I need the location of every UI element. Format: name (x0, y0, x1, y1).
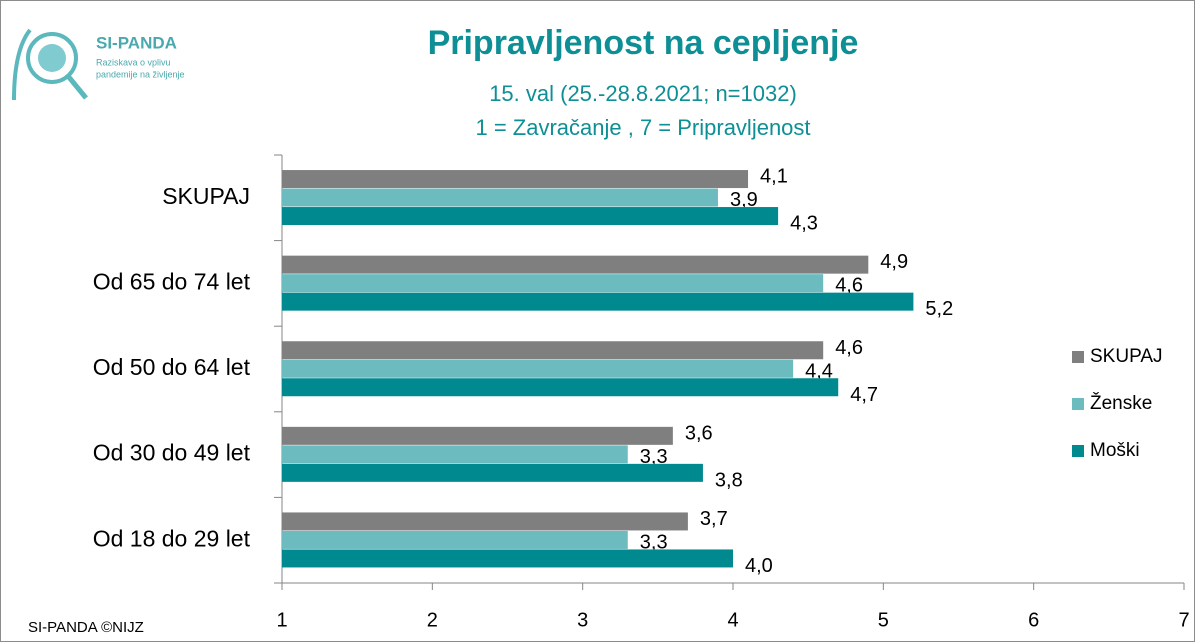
bar (282, 274, 824, 293)
logo-handle (66, 74, 88, 100)
y-tick-label: SKUPAJ (162, 183, 250, 209)
value-label: 3,3 (640, 531, 668, 553)
value-label: 3,6 (685, 422, 713, 444)
legend-swatch (1072, 398, 1084, 410)
bar (282, 207, 779, 226)
x-tick-label: 4 (727, 609, 738, 631)
value-label: 3,7 (700, 508, 728, 530)
legend-label: Ženske (1090, 392, 1152, 414)
legend-swatch (1072, 351, 1084, 363)
y-tick-label: Od 65 do 74 let (93, 268, 251, 294)
bar (282, 341, 824, 360)
value-label: 3,3 (640, 446, 668, 468)
x-tick-label: 7 (1178, 609, 1189, 631)
legend-label: Moški (1090, 440, 1140, 461)
x-tick-label: 1 (276, 609, 287, 631)
bar (282, 463, 703, 482)
logo-text: pandemije na življenje (96, 69, 185, 79)
logo-name: SI-PANDA (96, 33, 177, 52)
value-label: 4,4 (805, 360, 833, 382)
bar (282, 512, 688, 531)
logo: SI-PANDA Raziskava o vplivu pandemije na… (12, 28, 185, 101)
value-label: 5,2 (925, 298, 953, 320)
value-label: 4,6 (835, 275, 863, 297)
value-label: 3,9 (730, 189, 758, 211)
value-label: 4,9 (880, 251, 908, 273)
legend-label: SKUPAJ (1090, 346, 1163, 367)
bar (282, 549, 733, 568)
bar (282, 445, 628, 464)
bar (282, 255, 869, 274)
bar (282, 426, 673, 445)
value-label: 4,6 (835, 337, 863, 359)
value-label: 4,3 (790, 213, 818, 235)
logo-text: Raziskava o vplivu (96, 57, 171, 67)
bar (282, 359, 794, 378)
x-tick-label: 6 (1028, 609, 1039, 631)
x-tick-label: 2 (427, 609, 438, 631)
x-tick-label: 5 (878, 609, 889, 631)
chart-subtitle: 1 = Zavračanje , 7 = Pripravljenost (475, 115, 810, 140)
value-label: 4,0 (745, 555, 773, 577)
value-label: 4,1 (760, 166, 788, 188)
y-tick-label: Od 18 do 29 let (93, 525, 251, 551)
x-tick-label: 3 (577, 609, 588, 631)
bar (282, 378, 839, 397)
value-label: 3,8 (715, 469, 743, 491)
logo-virus (38, 44, 66, 72)
y-tick-label: Od 50 do 64 let (93, 354, 251, 380)
bar (282, 170, 749, 189)
chart-title: Pripravljenost na cepljenje (428, 24, 859, 62)
legend-swatch (1072, 445, 1084, 457)
logo-arc (12, 28, 32, 101)
y-tick-label: Od 30 do 49 let (93, 440, 251, 466)
footer: SI-PANDA ©NIJZ (28, 619, 144, 636)
logo-ring (26, 32, 78, 84)
value-label: 4,7 (850, 384, 878, 406)
chart-subtitle: 15. val (25.-28.8.2021; n=1032) (489, 81, 797, 106)
bar (282, 188, 718, 207)
bar (282, 292, 914, 311)
bar (282, 530, 628, 549)
